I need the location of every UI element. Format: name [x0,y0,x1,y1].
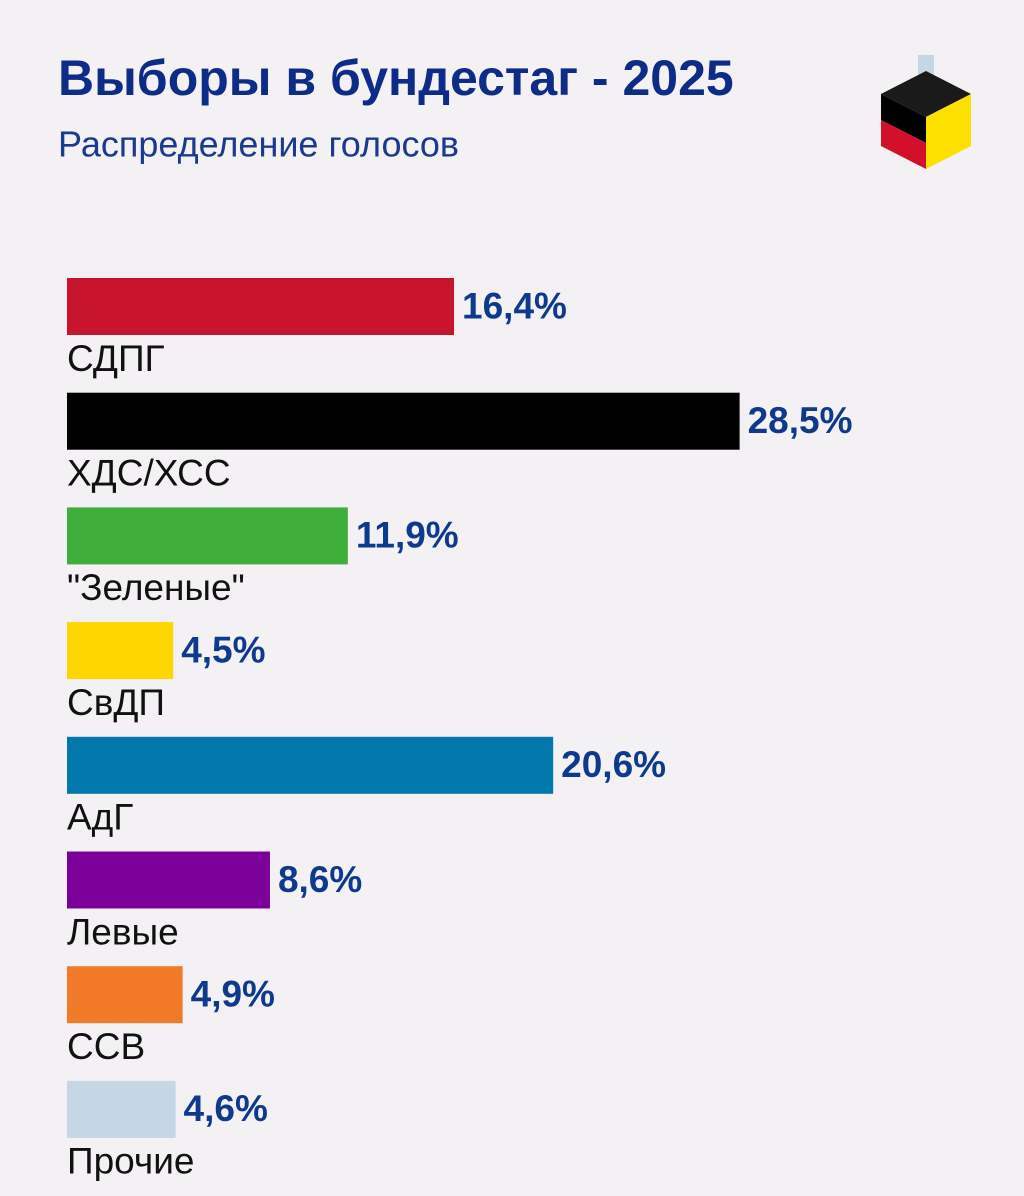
box-right-yellow [926,94,971,169]
value-label: 11,9% [356,515,459,556]
bar [67,1080,176,1138]
chart-subtitle: Распределение голосов [58,124,459,165]
box-left-red [881,120,926,169]
category-label: Прочие [67,1141,194,1182]
bar [67,278,455,335]
category-label: "Зеленые" [67,567,245,608]
ballot-box-icon [881,55,971,169]
category-label: СвДП [67,682,165,723]
category-label: Левые [67,911,179,952]
bar [67,622,174,680]
chart-title: Выборы в бундестаг - 2025 [58,50,734,106]
value-label: 20,6% [561,744,666,785]
value-label: 16,4% [462,285,567,326]
value-label: 28,5% [748,400,853,441]
category-label: ССВ [67,1026,145,1067]
value-label: 4,9% [191,973,275,1014]
bar [67,851,270,909]
category-label: АдГ [67,797,133,838]
category-label: СДПГ [67,338,165,379]
category-label: ХДС/ХСС [67,452,231,493]
bar [67,736,554,794]
value-label: 4,6% [184,1088,268,1129]
box-left-black [881,94,926,143]
bar [67,507,348,565]
value-label: 4,5% [181,629,265,670]
value-label: 8,6% [278,859,362,900]
bar [67,966,183,1024]
bar [67,392,740,450]
